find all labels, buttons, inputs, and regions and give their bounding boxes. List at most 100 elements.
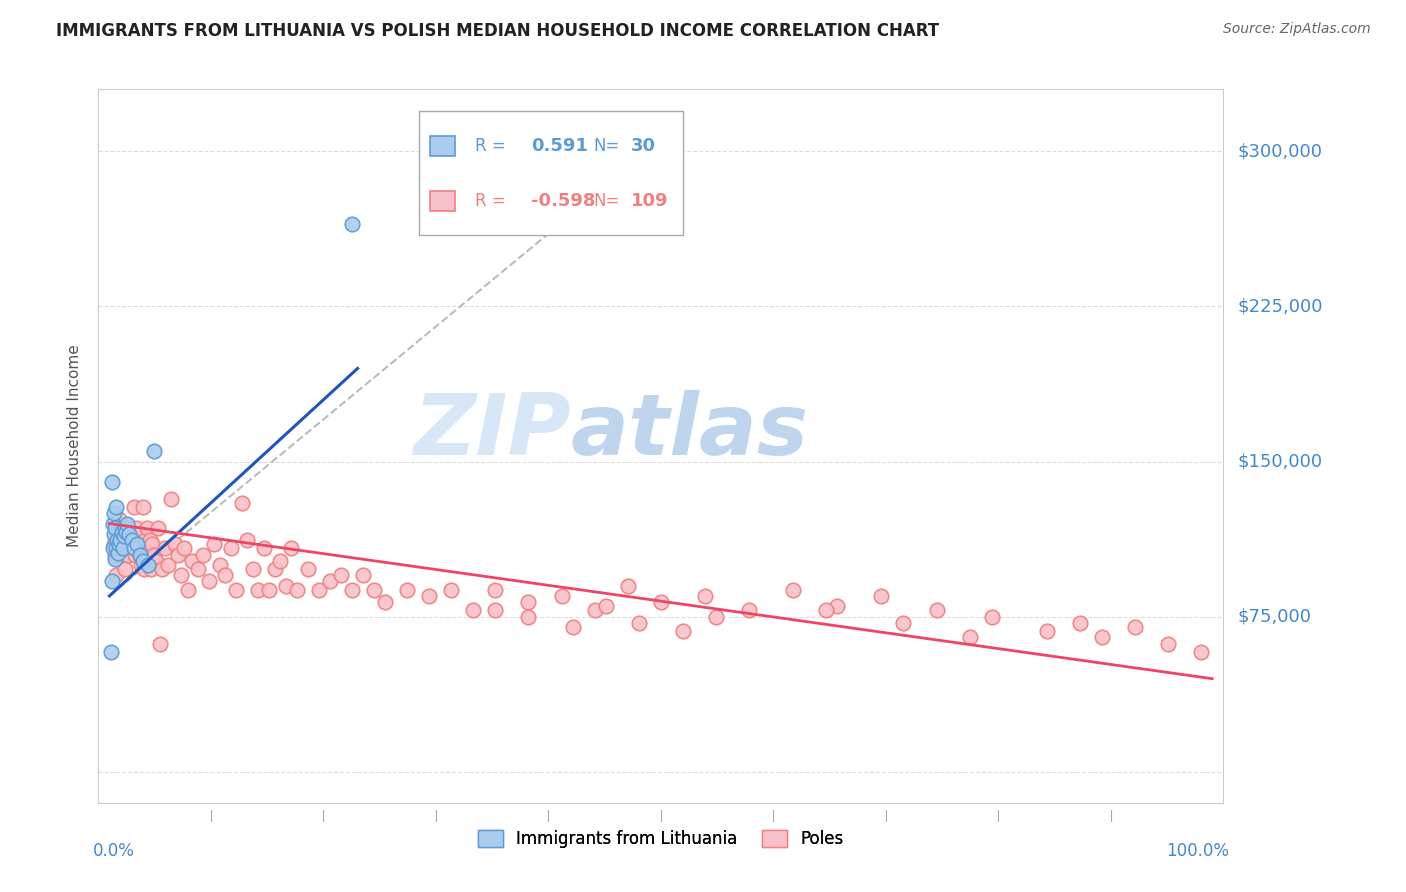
Point [111, 541, 134, 556]
Point [1069, 615, 1091, 630]
Point [115, 516, 138, 531]
Point [115, 521, 138, 535]
Point [308, 582, 330, 597]
Point [484, 603, 506, 617]
Point [105, 500, 128, 514]
Y-axis label: Median Household Income: Median Household Income [67, 344, 83, 548]
Text: $225,000: $225,000 [1237, 297, 1323, 316]
Point [139, 533, 162, 548]
Point [738, 603, 761, 617]
Point [103, 537, 125, 551]
Text: $300,000: $300,000 [1237, 142, 1322, 161]
Point [418, 589, 440, 603]
Point [517, 609, 540, 624]
Point [118, 527, 141, 541]
Point [616, 579, 638, 593]
Point [141, 562, 163, 576]
Point [269, 554, 291, 568]
Point [561, 620, 583, 634]
Point [115, 533, 138, 548]
Point [980, 609, 1002, 624]
Point [285, 582, 308, 597]
Point [340, 217, 363, 231]
Point [583, 603, 606, 617]
Point [131, 558, 153, 572]
Point [396, 582, 419, 597]
Point [114, 521, 136, 535]
Point [114, 562, 136, 576]
Text: N=: N= [593, 192, 620, 210]
FancyBboxPatch shape [430, 136, 456, 155]
Point [319, 574, 342, 589]
Point [782, 582, 804, 597]
Point [166, 548, 188, 562]
Text: Source: ZipAtlas.com: Source: ZipAtlas.com [1223, 22, 1371, 37]
Point [121, 533, 143, 548]
Point [142, 444, 165, 458]
FancyBboxPatch shape [419, 111, 683, 235]
Point [136, 558, 159, 572]
Point [187, 562, 209, 576]
Point [141, 537, 163, 551]
Point [1157, 636, 1180, 650]
Point [129, 548, 152, 562]
Point [118, 537, 141, 551]
Point [101, 516, 124, 531]
Point [672, 624, 695, 639]
Point [153, 541, 176, 556]
Point [274, 579, 297, 593]
Point [815, 603, 838, 617]
Text: $150,000: $150,000 [1237, 452, 1322, 470]
Point [110, 524, 132, 539]
Point [925, 603, 948, 617]
Point [105, 533, 128, 548]
Text: atlas: atlas [571, 390, 808, 474]
Point [135, 548, 157, 562]
Point [104, 551, 127, 566]
Point [146, 521, 169, 535]
Point [100, 475, 122, 490]
Point [122, 500, 145, 514]
Point [107, 545, 129, 559]
Point [627, 615, 650, 630]
Point [125, 521, 148, 535]
Point [131, 500, 153, 514]
Point [1091, 630, 1114, 644]
Point [550, 589, 572, 603]
Point [110, 533, 132, 548]
Point [134, 533, 156, 548]
Legend: Immigrants from Lithuania, Poles: Immigrants from Lithuania, Poles [471, 823, 851, 855]
Point [125, 533, 148, 548]
Point [111, 527, 134, 541]
Point [128, 527, 150, 541]
Point [253, 541, 276, 556]
Point [108, 537, 131, 551]
Point [693, 589, 716, 603]
Point [236, 533, 259, 548]
Point [112, 541, 135, 556]
Point [352, 568, 374, 582]
Text: $75,000: $75,000 [1237, 607, 1312, 625]
Point [121, 541, 143, 556]
Text: 30: 30 [630, 136, 655, 154]
Text: R =: R = [475, 136, 506, 154]
Point [374, 595, 396, 609]
Point [115, 524, 138, 539]
Text: 0.0%: 0.0% [93, 842, 135, 860]
Point [121, 533, 143, 548]
Point [117, 548, 139, 562]
Point [129, 548, 152, 562]
Point [280, 541, 302, 556]
Point [193, 548, 215, 562]
Point [127, 541, 149, 556]
Point [214, 568, 236, 582]
Point [104, 521, 127, 535]
Point [136, 541, 159, 556]
Point [149, 636, 172, 650]
Text: N=: N= [593, 136, 620, 154]
Point [170, 568, 193, 582]
Point [103, 527, 125, 541]
Text: R =: R = [475, 192, 506, 210]
Point [108, 512, 131, 526]
Point [105, 521, 128, 535]
